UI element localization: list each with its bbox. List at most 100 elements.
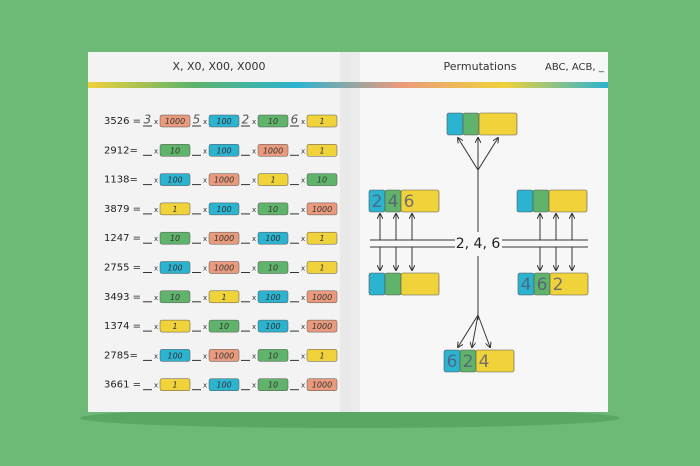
tile-segment: [384, 272, 402, 296]
place-label: 1: [319, 264, 324, 273]
row-number: 1247 =: [104, 233, 141, 244]
times: x: [154, 265, 158, 273]
times: x: [203, 118, 207, 126]
times: x: [203, 265, 207, 273]
place-label: 10: [268, 381, 278, 390]
place-label: 1000: [214, 176, 234, 185]
place-box: [159, 261, 191, 274]
times: x: [154, 118, 158, 126]
row-number: 2912=: [104, 145, 138, 156]
place-label: 10: [317, 176, 327, 185]
tile-segment: [400, 189, 440, 213]
place-box: [306, 114, 338, 128]
place-box: [306, 378, 338, 391]
tile-digit: 4: [479, 352, 490, 372]
place-label: 1: [319, 117, 324, 126]
times: x: [252, 118, 256, 126]
place-label: 1: [270, 176, 275, 185]
place-label: 1000: [312, 322, 332, 331]
place-box: [306, 202, 338, 216]
place-box: [159, 202, 191, 216]
place-box: [159, 290, 191, 304]
times: x: [252, 382, 256, 390]
place-box: [306, 319, 338, 333]
times: x: [252, 177, 256, 185]
gutter: [340, 52, 360, 412]
place-box: [159, 173, 191, 186]
times: x: [252, 323, 256, 331]
times: x: [154, 177, 158, 185]
place-label: 1000: [312, 293, 332, 302]
place-label: 100: [265, 234, 280, 243]
place-box: [208, 173, 240, 186]
times: x: [301, 382, 305, 390]
times: x: [154, 294, 158, 302]
times: x: [301, 206, 305, 214]
tile-segment: [549, 272, 589, 296]
place-label: 10: [268, 264, 278, 273]
place-label: 1: [319, 351, 324, 360]
center-label: 2, 4, 6: [456, 236, 501, 252]
tile-digit: 4: [388, 192, 399, 212]
digit: 2: [242, 113, 250, 127]
right-subtitle: ABC, ACB, _: [545, 62, 605, 73]
times: x: [301, 352, 305, 360]
times: x: [203, 382, 207, 390]
place-label: 10: [268, 351, 278, 360]
times: x: [203, 177, 207, 185]
place-box: [257, 114, 289, 128]
times: x: [154, 147, 158, 155]
place-box: [257, 231, 289, 245]
place-label: 1000: [165, 117, 185, 126]
times: x: [252, 265, 256, 273]
place-box: [208, 202, 240, 216]
place-label: 100: [265, 322, 280, 331]
place-label: 10: [170, 234, 180, 243]
place-box: [257, 349, 289, 362]
place-label: 1000: [312, 205, 332, 214]
place-box: [208, 349, 240, 362]
tile-digit: 4: [521, 275, 532, 295]
right-title: Permutations: [444, 60, 517, 73]
times: x: [301, 294, 305, 302]
place-label: 100: [216, 117, 231, 126]
place-box: [306, 173, 338, 186]
place-label: 1000: [312, 381, 332, 390]
place-label: 1: [172, 381, 177, 390]
times: x: [252, 147, 256, 155]
tile-segment: [548, 189, 588, 213]
digit: 6: [291, 113, 299, 127]
place-box: [257, 202, 289, 216]
place-box: [159, 349, 191, 362]
place-box: [159, 231, 191, 245]
times: x: [252, 206, 256, 214]
times: x: [203, 206, 207, 214]
times: x: [203, 352, 207, 360]
times: x: [301, 235, 305, 243]
times: x: [154, 382, 158, 390]
place-box: [257, 261, 289, 274]
row-number: 2755 =: [104, 263, 141, 274]
place-label: 100: [216, 205, 231, 214]
place-label: 100: [265, 293, 280, 302]
tile-segment: [400, 272, 440, 296]
times: x: [154, 206, 158, 214]
times: x: [301, 323, 305, 331]
place-box: [208, 144, 240, 157]
tile-digit: 2: [553, 275, 564, 295]
tile-digit: 2: [463, 352, 474, 372]
place-label: 100: [167, 176, 182, 185]
place-box: [257, 378, 289, 391]
place-label: 100: [167, 264, 182, 273]
row-number: 1138=: [104, 175, 138, 186]
times: x: [252, 294, 256, 302]
place-box: [208, 319, 240, 333]
place-box: [257, 144, 289, 157]
tile-segment: [368, 272, 386, 296]
left-title: X, X0, X00, X000: [172, 60, 265, 73]
place-label: 1: [221, 293, 226, 302]
shadow: [80, 408, 620, 428]
digit: 5: [193, 113, 201, 127]
